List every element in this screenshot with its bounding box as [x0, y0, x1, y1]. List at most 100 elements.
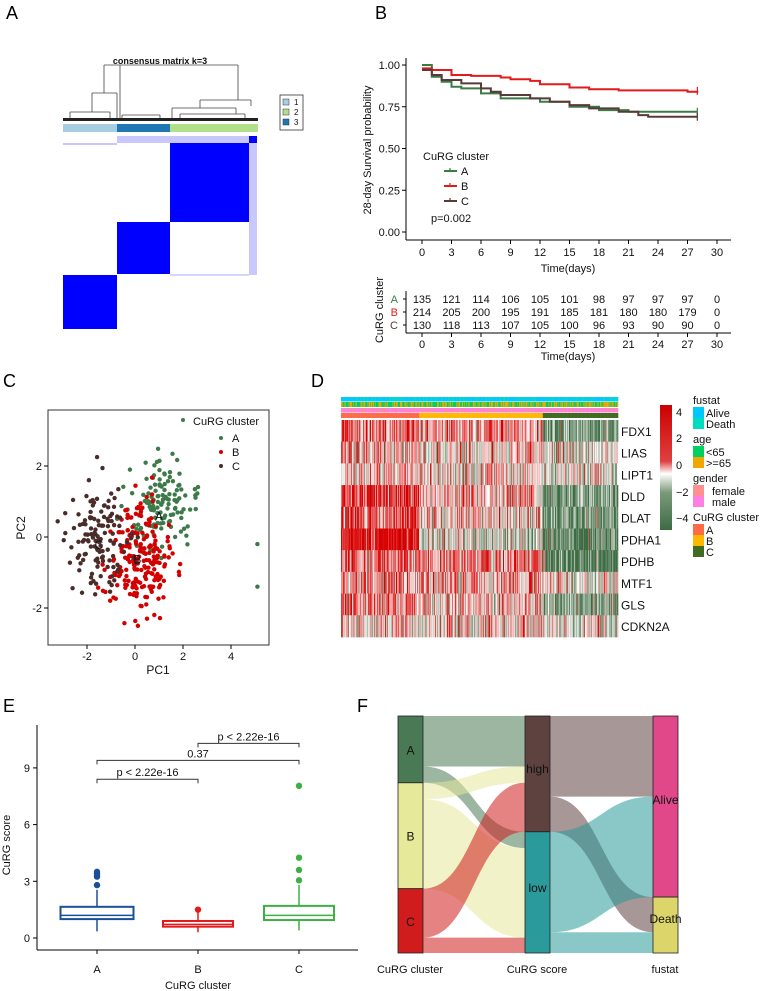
annotation-cell-curg-cluster	[500, 413, 501, 418]
heatmap-cell	[546, 506, 548, 529]
heatmap-cell	[604, 420, 605, 442]
heatmap-cell	[589, 485, 591, 508]
heatmap-cell	[415, 441, 416, 464]
heatmap-cell	[559, 420, 561, 442]
annotation-cell-age	[547, 402, 549, 407]
heatmap-cell	[383, 420, 385, 442]
annotation-cell-curg-cluster	[512, 413, 514, 418]
annotation-cell-fustat	[358, 397, 360, 402]
annotation-cell-curg-cluster	[399, 413, 401, 418]
annotation-cell-fustat	[463, 397, 464, 402]
annotation-cell-gender	[564, 408, 566, 413]
annotation-cell-curg-cluster	[552, 413, 553, 418]
annotation-cell-curg-cluster	[387, 413, 389, 418]
pca-point-B	[144, 494, 149, 500]
heatmap-cell	[595, 441, 597, 464]
heatmap-cell	[417, 506, 419, 529]
heatmap-cell	[523, 463, 525, 486]
annotation-cell-curg-cluster	[388, 413, 390, 418]
heatmap-cell	[582, 485, 584, 508]
annotation-cell-age	[583, 402, 585, 407]
heatmap-cell	[460, 420, 462, 442]
annotation-cell-age	[613, 402, 615, 407]
annotation-cell-age	[498, 402, 500, 407]
annotation-cell-gender	[381, 408, 383, 413]
annotation-cell-curg-cluster	[482, 413, 484, 418]
heatmap-cell	[376, 420, 378, 442]
annotation-cell-fustat	[354, 397, 356, 402]
heatmap-cell	[377, 441, 379, 464]
annotation-cell-curg-cluster	[577, 413, 579, 418]
heatmap-cell	[605, 420, 607, 442]
annotation-cell-curg-cluster	[574, 413, 575, 418]
heatmap-cell	[550, 506, 552, 529]
annotation-cell-fustat	[514, 397, 516, 402]
pca-point-B	[143, 565, 148, 570]
heatmap-cell	[583, 463, 585, 486]
heatmap-cell	[529, 463, 531, 486]
heatmap-cell	[446, 463, 448, 486]
heatmap-cell	[362, 420, 364, 442]
x-tick-label: 12	[534, 339, 546, 351]
heatmap-cell	[432, 485, 434, 508]
annotation-cell-curg-cluster	[572, 413, 574, 418]
annotation-cell-fustat	[611, 397, 613, 402]
heatmap-cell	[489, 485, 491, 508]
heatmap-cell	[536, 485, 538, 508]
heatmap-cell	[363, 420, 365, 442]
heatmap-cell	[436, 463, 438, 486]
annotation-cell-fustat	[559, 397, 561, 402]
p-value: p=0.002	[431, 213, 471, 225]
annotation-cell-fustat	[564, 397, 566, 402]
heatmap-cell	[564, 463, 566, 486]
annotation-cell-gender	[377, 408, 379, 413]
heatmap-cell	[603, 420, 605, 442]
heatmap-cell	[416, 441, 418, 464]
annotation-cell-gender	[369, 408, 371, 413]
annotation-cell-age	[539, 402, 541, 407]
annotation-cell-gender	[478, 408, 480, 413]
annotation-cell-curg-cluster	[358, 413, 360, 418]
heatmap-cell	[397, 420, 398, 442]
heatmap-cell	[371, 420, 373, 442]
annotation-cell-age	[449, 402, 451, 407]
heatmap-cell	[511, 441, 512, 464]
pca-point-C	[106, 498, 111, 504]
heatmap-cell	[483, 420, 485, 442]
heatmap-cell	[472, 463, 474, 486]
annotation-cell-gender	[570, 408, 571, 413]
annotation-cell-age	[526, 402, 527, 407]
annotation-cell-curg-cluster	[501, 413, 503, 418]
annotation-cell-curg-cluster	[501, 413, 503, 418]
heatmap-cell	[550, 420, 552, 442]
annotation-cell-curg-cluster	[520, 413, 522, 418]
annotation-cell-age	[354, 402, 356, 407]
heatmap-cell	[477, 506, 479, 529]
heatmap-cell	[493, 441, 495, 464]
annotation-cell-fustat	[543, 397, 545, 402]
heatmap-cell	[473, 441, 475, 464]
heatmap-cell	[438, 506, 440, 529]
annotation-cell-gender	[465, 408, 467, 413]
annotation-cell-gender	[534, 408, 536, 413]
annotation-cell-gender	[566, 408, 568, 413]
annotation-cell-age	[565, 402, 567, 407]
heatmap-cell	[431, 506, 433, 529]
heatmap-cell	[450, 463, 452, 486]
annotation-cell-fustat	[513, 397, 515, 402]
heatmap-cell	[409, 463, 411, 486]
heatmap-cell	[598, 441, 600, 464]
annotation-cell-fustat	[461, 397, 463, 402]
heatmap-cell	[576, 441, 578, 464]
heatmap-cell	[388, 506, 390, 529]
annotation-cell-curg-cluster	[464, 413, 466, 418]
heatmap-cell	[511, 485, 512, 508]
pca-point-B	[140, 505, 145, 510]
annotation-cell-gender	[341, 408, 343, 413]
heatmap-cell	[487, 441, 489, 464]
annotation-cell-age	[365, 402, 367, 407]
heatmap-cell	[362, 463, 364, 486]
annotation-cell-gender	[474, 408, 475, 413]
annotation-cell-age	[402, 402, 404, 407]
pca-point-C	[61, 537, 66, 543]
